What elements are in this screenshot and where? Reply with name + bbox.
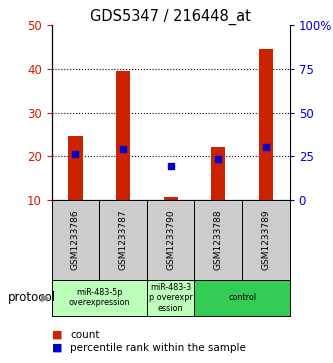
Text: GSM1233786: GSM1233786 — [71, 209, 80, 270]
Text: miR-483-5p
overexpression: miR-483-5p overexpression — [69, 288, 130, 307]
Text: protocol: protocol — [8, 291, 57, 304]
Point — [121, 146, 126, 152]
Text: GSM1233790: GSM1233790 — [166, 209, 175, 270]
Text: percentile rank within the sample: percentile rank within the sample — [70, 343, 246, 353]
Bar — [259, 49, 273, 200]
Bar — [52, 280, 147, 316]
Title: GDS5347 / 216448_at: GDS5347 / 216448_at — [90, 9, 251, 25]
Bar — [68, 136, 83, 200]
Text: control: control — [228, 293, 256, 302]
Bar — [52, 200, 99, 280]
Bar — [242, 200, 290, 280]
Point — [216, 156, 221, 162]
Text: GSM1233788: GSM1233788 — [214, 209, 223, 270]
Text: ■: ■ — [52, 343, 62, 353]
Text: ▶: ▶ — [41, 293, 50, 303]
Text: miR-483-3
p overexpr
ession: miR-483-3 p overexpr ession — [149, 283, 192, 313]
Text: GSM1233787: GSM1233787 — [119, 209, 128, 270]
Bar — [211, 147, 225, 200]
Bar — [99, 200, 147, 280]
Bar — [194, 200, 242, 280]
Bar — [116, 71, 130, 200]
Point — [168, 163, 173, 168]
Bar — [164, 197, 178, 200]
Text: count: count — [70, 330, 100, 340]
Text: GSM1233789: GSM1233789 — [261, 209, 270, 270]
Point — [73, 151, 78, 157]
Point — [263, 144, 268, 150]
Bar — [147, 280, 194, 316]
Bar — [147, 200, 194, 280]
Bar — [194, 280, 290, 316]
Text: ■: ■ — [52, 330, 62, 340]
